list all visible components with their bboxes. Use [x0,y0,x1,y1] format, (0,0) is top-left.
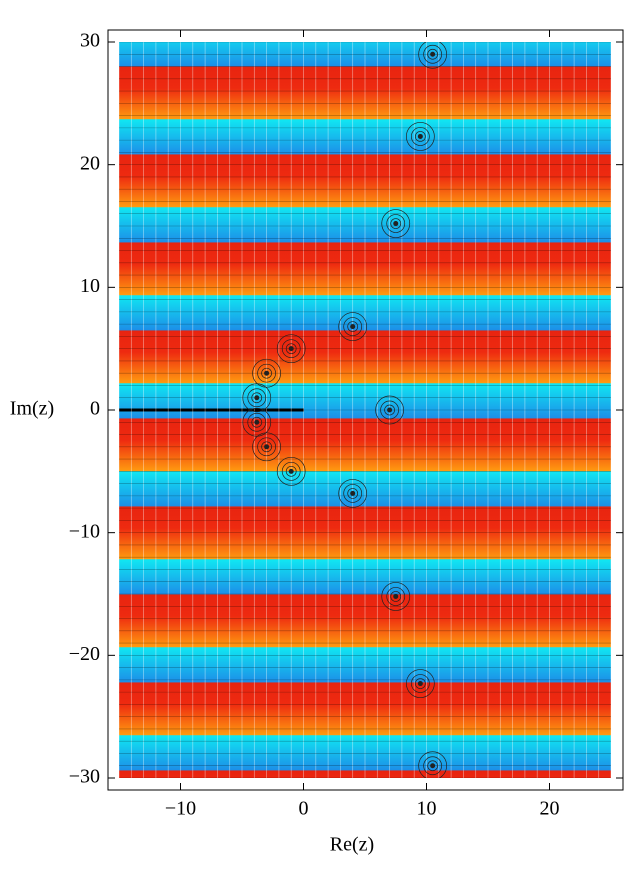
zero-ring [251,416,263,428]
zero-ring [343,317,363,336]
zero [264,370,270,376]
zero-ring [411,127,430,146]
zero [264,444,270,450]
zero [387,407,393,413]
x-tick-label: −10 [165,798,196,820]
zero-ring [418,751,447,778]
zero-ring [347,321,359,332]
zero-ring [418,42,447,69]
zero-ring [338,312,368,341]
zero-ring [242,407,272,437]
zero-ring [261,367,272,379]
zero-ring [427,760,438,772]
y-tick-label: 10 [80,275,100,297]
y-tick-label: −10 [69,520,100,542]
x-tick-label: 0 [299,798,309,820]
zero-ring [281,461,301,481]
y-tick-label: −30 [69,766,100,788]
zero-ring [276,456,306,486]
zero-ring [423,44,442,64]
zero-ring [427,48,438,60]
zero-ring [375,395,404,425]
zero-ring [338,479,368,508]
zero-ring [386,214,406,233]
zero-ring [381,582,411,611]
zero-ring [251,392,263,404]
y-axis-label: Im(z) [10,398,54,420]
zero-ring [285,343,297,355]
zero-ring [406,669,435,698]
y-tick-label: 20 [80,152,100,174]
zero [393,593,399,599]
zero-ring [257,363,276,383]
y-tick-label: 30 [80,30,100,52]
zero-ring [415,131,426,142]
zero [350,490,356,496]
zero [393,221,399,227]
zero-ring [252,358,281,388]
zero [288,346,294,352]
zero-ring [276,334,306,364]
zero [417,681,423,687]
x-tick-label: 10 [417,798,437,820]
zero-ring [281,339,301,359]
zero [254,395,260,401]
zero-ring [381,209,411,238]
zero-ring [252,432,281,462]
zero-ring [347,488,359,499]
zero-ring [247,412,267,432]
zero-ring [386,587,406,606]
zero-ring [261,441,272,453]
zero-ring [390,218,402,229]
zero [430,763,436,769]
y-tick-label: −20 [69,643,100,665]
zero [350,324,356,330]
zero-ring [343,484,363,503]
zero [288,468,294,474]
zero [430,51,436,57]
zero-ring [415,678,426,689]
zero-ring [380,400,399,420]
zero-ring [257,437,276,457]
zero-ring [411,674,430,693]
zero-ring [247,388,267,408]
zero-ring [242,383,272,413]
zero-ring [423,756,442,776]
zero-ring [384,404,395,416]
x-axis-label: Re(z) [330,834,374,856]
plot-area [119,42,611,778]
x-tick-label: 20 [540,798,560,820]
zero [254,419,260,425]
zero [417,133,423,139]
zero-ring [406,122,435,151]
zero-ring [285,465,297,477]
zero-ring [390,591,402,602]
y-tick-label: 0 [90,398,100,420]
